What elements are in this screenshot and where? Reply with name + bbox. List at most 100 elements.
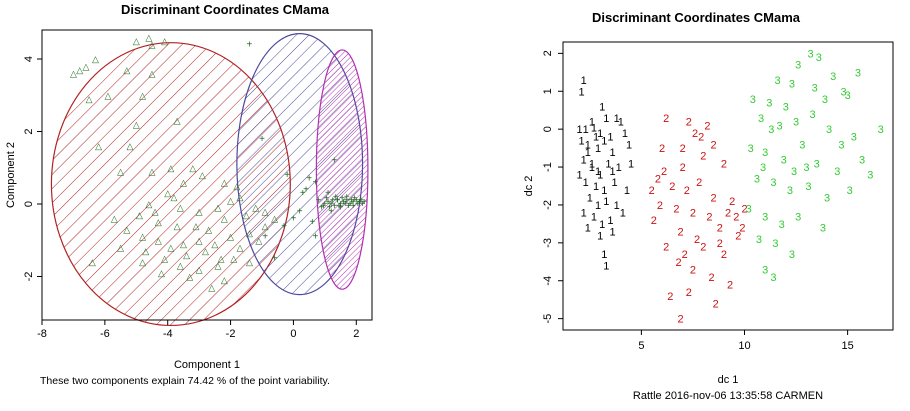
data-point-plus: + xyxy=(272,253,278,264)
data-point-triangle: △ xyxy=(92,54,99,64)
data-point-triangle: △ xyxy=(174,116,181,126)
left-plot-area: △ △ △ △ △ △ △ △ △ △ △ △ △ △ △ △ △ △ △ △ △ △ △ △ △ △ △ △ △ △ △ △ △ △ △ △ △ △ △ △… xyxy=(23,32,369,340)
class-3-point: 3 xyxy=(810,109,816,121)
cluster-ellipse-magenta xyxy=(315,49,369,290)
class-3-point: 3 xyxy=(814,158,820,170)
data-point-triangle: △ xyxy=(76,65,83,75)
data-point-triangle: △ xyxy=(117,166,124,176)
data-point-cross: + xyxy=(344,195,350,206)
class-1-point: 1 xyxy=(607,215,613,227)
class-2-point: 2 xyxy=(657,200,663,212)
class-1-point: 1 xyxy=(628,158,634,170)
class-1-point: 1 xyxy=(585,139,591,151)
class-1-point: 1 xyxy=(597,170,603,182)
class-3-point: 3 xyxy=(766,98,772,110)
x-tick-label: 15 xyxy=(842,340,854,352)
y-tick-label: 0 xyxy=(23,201,35,207)
class-3-point: 3 xyxy=(789,79,795,91)
data-point-triangle: △ xyxy=(196,264,203,274)
data-point-cross: + xyxy=(350,197,356,208)
data-point-triangle: △ xyxy=(123,224,130,234)
class-3-point: 3 xyxy=(793,117,799,129)
data-point-plus: + xyxy=(262,232,268,243)
y-tick-label: -2 xyxy=(542,200,554,210)
class-3-point: 3 xyxy=(781,154,787,166)
variability-caption: These two components explain 74.42 % of … xyxy=(40,375,330,387)
x-tick-label: -2 xyxy=(226,328,236,340)
class-3-point: 3 xyxy=(845,90,851,102)
class-2-point: 2 xyxy=(686,287,692,299)
data-point-triangle: △ xyxy=(199,170,206,180)
y-tick-label: -2 xyxy=(23,272,35,282)
class-1-point: 1 xyxy=(591,211,597,223)
data-point-cross: + xyxy=(346,201,352,212)
data-point-triangle: △ xyxy=(142,246,149,256)
class-2-point: 2 xyxy=(690,264,696,276)
data-point-triangle: △ xyxy=(221,177,228,187)
y-tick-label: 0 xyxy=(542,126,554,132)
data-point-triangle: △ xyxy=(167,163,174,173)
data-point-triangle: △ xyxy=(149,40,156,50)
class-1-point: 1 xyxy=(609,166,615,178)
class-1-point: 1 xyxy=(593,181,599,193)
class-3-point: 3 xyxy=(787,185,793,197)
class-1-point: 1 xyxy=(597,128,603,140)
class-1-point: 1 xyxy=(609,147,615,159)
data-point-cross: + xyxy=(353,195,359,206)
data-point-triangle: △ xyxy=(208,282,215,292)
class-1-point: 1 xyxy=(583,177,589,189)
data-point-triangle: △ xyxy=(167,243,174,253)
class-2-point: 2 xyxy=(678,314,684,326)
class-2-point: 2 xyxy=(708,272,714,284)
data-point-cross: + xyxy=(350,201,356,212)
class-3-point: 3 xyxy=(855,67,861,79)
data-point-triangle: △ xyxy=(133,36,140,46)
x-tick-label: -4 xyxy=(163,328,173,340)
class-3-point: 3 xyxy=(805,181,811,193)
data-point-plus: + xyxy=(313,177,319,188)
x-tick-label: 2 xyxy=(353,328,359,340)
class-1-point: 1 xyxy=(589,162,595,174)
class-1-point: 1 xyxy=(589,117,595,129)
y-tick-label: -4 xyxy=(542,276,554,286)
class-2-point: 2 xyxy=(659,143,665,155)
class-1-point: 1 xyxy=(618,117,624,129)
class-3-point: 3 xyxy=(816,52,822,64)
class-1-point: 1 xyxy=(616,162,622,174)
class-3-point: 3 xyxy=(840,86,846,98)
y-axis-label: dc 2 xyxy=(523,176,535,197)
class-3-point: 3 xyxy=(803,162,809,174)
data-point-triangle: △ xyxy=(262,221,269,231)
class-1-point: 1 xyxy=(581,154,587,166)
data-point-triangle: △ xyxy=(89,257,96,267)
class-2-point: 2 xyxy=(729,196,735,208)
class-1-point: 1 xyxy=(609,226,615,238)
class-1-point: 1 xyxy=(595,200,601,212)
class-3-point: 3 xyxy=(746,204,752,216)
class-1-point: 1 xyxy=(607,132,613,144)
data-point-triangle: △ xyxy=(180,177,187,187)
plot-frame xyxy=(41,29,373,321)
chart-title: Discriminant Coordinates CMama xyxy=(121,2,330,17)
data-point-cross: + xyxy=(342,199,348,210)
class-1-point: 1 xyxy=(603,196,609,208)
y-tick-label: 2 xyxy=(23,128,35,134)
y-tick-label: -1 xyxy=(542,162,554,172)
data-point-cross: + xyxy=(320,201,326,212)
y-tick-label: 1 xyxy=(542,88,554,94)
class-2-point: 2 xyxy=(711,192,717,204)
class-1-point: 1 xyxy=(593,132,599,144)
class-1-point: 1 xyxy=(579,136,585,148)
data-point-plus: + xyxy=(331,156,337,167)
class-3-point: 3 xyxy=(830,71,836,83)
class-2-point: 2 xyxy=(704,120,710,132)
chart-title: Discriminant Coordinates CMama xyxy=(592,10,801,25)
class-3-point: 3 xyxy=(838,139,844,151)
data-point-plus: + xyxy=(306,174,312,185)
class-3-point: 3 xyxy=(762,147,768,159)
data-point-triangle: △ xyxy=(123,65,130,75)
class-3-point: 3 xyxy=(777,120,783,132)
data-point-cross: + xyxy=(360,199,366,210)
data-point-plus: + xyxy=(284,170,290,181)
data-point-triangle: △ xyxy=(186,272,193,282)
